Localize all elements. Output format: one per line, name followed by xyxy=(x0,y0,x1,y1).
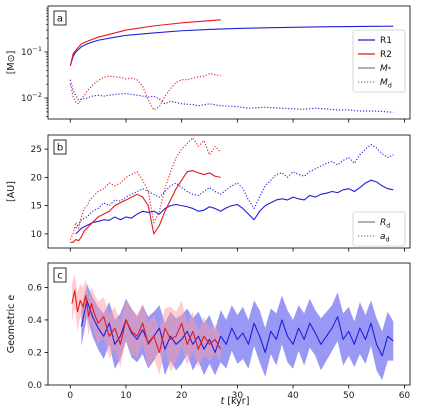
band-r2 xyxy=(71,274,221,376)
panel-label-box xyxy=(53,139,67,155)
y-tick-label: 0.4 xyxy=(28,316,43,326)
x-tick-label: 10 xyxy=(120,391,132,401)
x-axis-label-unit: [kyr] xyxy=(224,396,249,407)
legend-entry: ad xyxy=(380,232,390,244)
legend-entry: Md xyxy=(380,78,392,90)
plot-area-b xyxy=(69,137,394,243)
series-r1-md xyxy=(69,79,394,113)
panel-c: 0 10 20 30 40 50 60 0.0 0.2 0.4 0.6 Geometric e c xyxy=(6,262,411,401)
y-tick-label: 15 xyxy=(31,202,42,212)
x-tick-label: 40 xyxy=(287,391,299,401)
x-tick-label: 30 xyxy=(232,391,244,401)
band-r1 xyxy=(81,284,394,381)
panel-label-box xyxy=(53,267,67,283)
x-tick-label: 0 xyxy=(67,391,73,401)
axes-frame-c xyxy=(47,262,411,386)
panel-label: c xyxy=(57,271,63,282)
y-tick-label: 25 xyxy=(31,145,42,155)
x-axis-label-symbol: t xyxy=(221,396,226,407)
y-tick-label: 0.2 xyxy=(28,348,42,358)
series-r2 xyxy=(71,290,222,354)
y-tick-label: 0.6 xyxy=(28,283,43,293)
series-r2-md xyxy=(69,73,221,111)
panels: 10−2 10−1 [M⊙] a R1 R2 M* Md 10 15 20 25 [AU] b Rd ad 0 1… xyxy=(6,5,411,401)
x-tick-label: 50 xyxy=(343,391,355,401)
panel-label: b xyxy=(57,143,63,154)
panel-label-box xyxy=(53,10,67,26)
legend-entry: R1 xyxy=(380,36,392,46)
legend-entry: M* xyxy=(380,64,392,74)
axes-frame-b xyxy=(47,134,411,249)
legend-entry: R2 xyxy=(380,50,392,60)
x-axis-label: t [kyr] xyxy=(221,396,250,407)
y-tick-label: 0.0 xyxy=(28,381,43,391)
series-r1-ad xyxy=(75,144,394,229)
y-tick-label: 10−2 xyxy=(21,91,42,104)
x-tick-label: 60 xyxy=(399,391,411,401)
x-tick-label: 20 xyxy=(176,391,188,401)
panel-b: 10 15 20 25 [AU] b Rd ad xyxy=(6,134,411,252)
legend-entry: Rd xyxy=(380,218,390,230)
panel-label: a xyxy=(57,14,63,25)
y-axis-label: [M⊙] xyxy=(6,51,17,75)
series-r1 xyxy=(80,299,394,357)
legend-a: R1 R2 M* Md xyxy=(352,29,406,93)
y-axis-label: Geometric e xyxy=(6,295,17,354)
y-axis-label: [AU] xyxy=(6,181,17,202)
legend-frame xyxy=(352,29,406,93)
y-tick-label: 10−1 xyxy=(21,45,42,58)
plot-area-c xyxy=(71,274,394,381)
series-r2-ad xyxy=(69,137,222,240)
series-r2-rd xyxy=(70,170,221,243)
plot-area-a xyxy=(69,19,394,113)
series-r1-rd xyxy=(75,179,394,235)
legend-frame xyxy=(352,211,406,247)
legend-b: Rd ad xyxy=(352,211,406,247)
panel-a: 10−2 10−1 [M⊙] a R1 R2 M* Md xyxy=(6,5,411,123)
y-tick-label: 20 xyxy=(31,173,43,183)
y-tick-label: 10 xyxy=(31,230,43,240)
series-r2-mstar xyxy=(69,19,221,66)
series-r1-mstar xyxy=(69,25,394,67)
